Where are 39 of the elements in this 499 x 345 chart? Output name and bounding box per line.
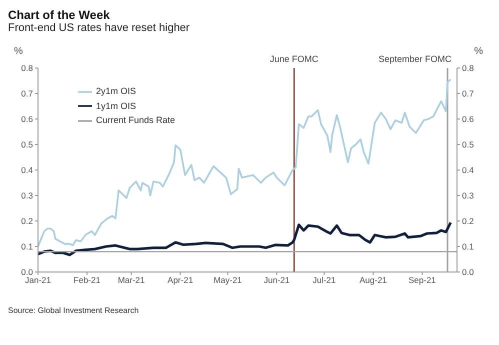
y-tick-label: 0.8 bbox=[21, 63, 34, 74]
y2-tick-label: 0.8 bbox=[462, 63, 474, 74]
x-tick-label: May-21 bbox=[214, 275, 242, 286]
ref-line-label: June FOMC bbox=[270, 54, 319, 64]
y2-tick-label: 0.0 bbox=[462, 267, 474, 278]
line-series bbox=[38, 78, 452, 248]
legend-label: 2y1m OIS bbox=[96, 86, 136, 96]
y-tick-label: 0.1 bbox=[21, 242, 34, 252]
y-tick-label: 0.5 bbox=[21, 140, 34, 150]
x-tick-label: Jun-21 bbox=[264, 275, 290, 286]
y-axis-title: % bbox=[14, 46, 23, 57]
x-tick-label: Mar-21 bbox=[118, 275, 146, 286]
y2-tick-label: 0.7 bbox=[462, 88, 474, 99]
x-tick-label: Jul-21 bbox=[312, 275, 336, 286]
y2-tick-label: 0.5 bbox=[462, 140, 474, 150]
x-tick-label: Feb-21 bbox=[74, 275, 101, 286]
y2-axis-title: % bbox=[474, 46, 484, 57]
y2-tick-label: 0.1 bbox=[462, 242, 474, 252]
chart-subtitle: Front-end US rates have reset higher bbox=[8, 22, 191, 34]
chart-title: Chart of the Week bbox=[8, 8, 111, 22]
y2-tick-label: 0.4 bbox=[462, 165, 474, 176]
y-tick-label: 0.4 bbox=[21, 165, 34, 176]
x-tick-label: Aug-21 bbox=[359, 275, 388, 286]
x-tick-label: Apr-21 bbox=[168, 275, 194, 286]
line-series bbox=[38, 221, 452, 256]
y-tick-label: 0.2 bbox=[21, 216, 34, 226]
source-note: Source: Global Investment Research bbox=[8, 306, 140, 315]
y-tick-label: 0.7 bbox=[21, 88, 34, 99]
y2-tick-label: 0.2 bbox=[462, 216, 474, 226]
x-tick-label: Jan-21 bbox=[25, 275, 52, 286]
y-tick-label: 0.0 bbox=[21, 267, 34, 278]
y2-tick-label: 0.3 bbox=[462, 190, 474, 201]
ref-line-label: September FOMC bbox=[378, 54, 452, 64]
y-tick-label: 0.6 bbox=[21, 114, 34, 124]
y2-tick-label: 0.6 bbox=[462, 114, 474, 124]
legend-label: Current Funds Rate bbox=[96, 115, 176, 126]
legend-label: 1y1m OIS bbox=[96, 100, 136, 111]
y-tick-label: 0.3 bbox=[21, 190, 34, 201]
x-tick-label: Sep-21 bbox=[408, 275, 436, 286]
